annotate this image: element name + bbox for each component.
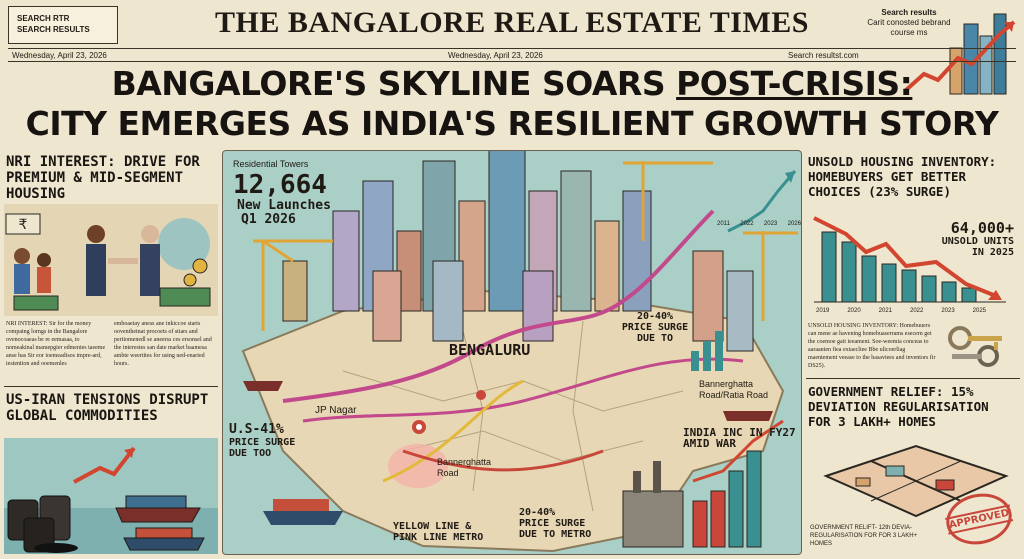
date-left: Wednesday, April 23, 2026 bbox=[12, 51, 107, 60]
year-label: 2011 bbox=[717, 221, 730, 227]
nri-body-2: emboaetay aness ane inkiccoe starts oove… bbox=[114, 321, 212, 367]
unsold-chart-years: 2019 2020 2021 2022 2023 2025 bbox=[816, 308, 986, 314]
year-label: 2025 bbox=[972, 308, 986, 314]
year-label: 2020 bbox=[847, 308, 861, 314]
headline-line2: CITY EMERGES AS INDIA'S RESILIENT GROWTH… bbox=[25, 104, 999, 143]
unsold-body: UNSOLD HOUSING INVENTORY: Homebuuers can… bbox=[808, 323, 936, 369]
divider bbox=[4, 386, 218, 387]
towers-cluster bbox=[282, 151, 754, 352]
bannerghatta-left-2: Road bbox=[437, 468, 459, 478]
headline-line1-a: BANGALORE'S SKYLINE SOARS bbox=[111, 64, 677, 103]
new-launches: New Launches bbox=[237, 198, 331, 213]
metro-1: YELLOW LINE & bbox=[393, 521, 472, 532]
dateline: Wednesday, April 23, 2026 Wednesday, Apr… bbox=[8, 48, 1016, 62]
search-box[interactable]: SEARCH RTR SEARCH RESULTS bbox=[8, 6, 118, 44]
search-box-line1: SEARCH RTR bbox=[17, 14, 70, 23]
year-label: 2023 bbox=[763, 221, 778, 227]
oil-barrels-ships-illustration bbox=[4, 438, 218, 554]
us41-2: PRICE SURGE bbox=[229, 437, 296, 448]
search-results-link[interactable]: Search resultst.com bbox=[788, 51, 859, 60]
city-label: BENGALURU bbox=[449, 341, 531, 359]
year-label: 2022 bbox=[909, 308, 924, 314]
skyline-growth-icon bbox=[904, 13, 1016, 95]
relief-title: GOVERNMENT RELIEF: 15% DEVIATION REGULAR… bbox=[808, 384, 989, 429]
date-center: Wednesday, April 23, 2026 bbox=[448, 51, 543, 60]
left-column: NRI INTEREST: DRIVE FOR PREMIUM & MID-SE… bbox=[4, 150, 218, 555]
stamp-text: APPROVED bbox=[945, 503, 1013, 535]
right-column: UNSOLD HOUSING INVENTORY: HOMEBUYERS GET… bbox=[806, 150, 1020, 555]
jp-nagar-label: JP Nagar bbox=[315, 405, 357, 416]
unsold-stat: 64,000+ UNSOLD UNITS IN 2025 bbox=[914, 220, 1014, 258]
nri-handshake-illustration: ₹ bbox=[4, 204, 218, 316]
relief-caption: GOVERNMENT RELIFT- 12th DEVIA- REGULARIS… bbox=[810, 525, 918, 547]
surge-bottom-1: 20-40% bbox=[519, 507, 556, 518]
surge-bottom-2: PRICE SURGE bbox=[519, 518, 586, 529]
metro-label: YELLOW LINE & PINK LINE METRO bbox=[393, 521, 483, 543]
surge-top-1: 20-40% bbox=[636, 311, 674, 322]
unsold-count: 64,000+ bbox=[950, 219, 1014, 237]
towers-count: 12,664 bbox=[233, 170, 327, 200]
surge-top: 20-40% PRICE SURGE DUE TO bbox=[615, 311, 695, 344]
surge-top-3: DUE TO bbox=[636, 333, 674, 344]
top-right-line2: Carit conosted bebrand bbox=[867, 18, 951, 27]
towers-label: Residential Towers bbox=[233, 159, 309, 169]
surge-bottom: 20-40% PRICE SURGE DUE TO METRO bbox=[519, 507, 591, 540]
bannerghatta-right-2: Road/Ratia Road bbox=[699, 390, 769, 400]
svg-text:₹: ₹ bbox=[19, 217, 28, 233]
year-label: 2019 bbox=[816, 308, 830, 314]
us41-1: U.S-41% bbox=[229, 422, 284, 437]
metro-2: PINK LINE METRO bbox=[393, 532, 484, 543]
us-iran-title: US-IRAN TENSIONS DISRUPT GLOBAL COMMODIT… bbox=[6, 392, 209, 424]
year-label: 2022 bbox=[740, 221, 754, 227]
top-right-note: Search results Carit conosted bebrand co… bbox=[854, 8, 964, 38]
keys-icon bbox=[948, 326, 1002, 367]
unsold-year: IN 2025 bbox=[971, 247, 1014, 258]
us41-3: DUE TOO bbox=[229, 448, 272, 459]
bannerghatta-right: Bannerghatta Road/Ratia Road bbox=[699, 379, 768, 401]
bannerghatta-right-1: Bannerghatta bbox=[699, 379, 754, 389]
unsold-decline-chart bbox=[813, 216, 1006, 303]
top-right-line3: course ms bbox=[890, 28, 928, 37]
bannerghatta-left: Bannerghatta Road bbox=[437, 457, 491, 479]
center-chart-years: 2011 2022 2023 2026 bbox=[717, 221, 801, 227]
headline-line1-b: POST-CRISIS: bbox=[676, 64, 913, 103]
divider bbox=[806, 378, 1020, 379]
top-right-line1: Search results bbox=[881, 8, 937, 17]
surge-bottom-3: DUE TO METRO bbox=[519, 529, 592, 540]
year-label: 2026 bbox=[787, 221, 801, 227]
house-floorplan-illustration bbox=[823, 444, 1009, 518]
bengaluru-map-illustration: Residential Towers 12,664 New Launches Q… bbox=[222, 150, 802, 555]
surge-top-2: PRICE SURGE bbox=[621, 322, 689, 333]
india-inc-2: AMID WAR bbox=[683, 437, 736, 450]
bannerghatta-left-1: Bannerghatta bbox=[437, 457, 492, 467]
year-label: 2023 bbox=[941, 308, 955, 314]
nri-body-1: NRI INTEREST: Sir for the money compaing… bbox=[6, 321, 106, 367]
unsold-title: UNSOLD HOUSING INVENTORY: HOMEBUYERS GET… bbox=[808, 154, 997, 199]
masthead-title: THE BANGALORE REAL ESTATE TIMES bbox=[215, 6, 809, 39]
main-headline: BANGALORE'S SKYLINE SOARS POST-CRISIS: C… bbox=[6, 64, 1018, 144]
year-label: 2021 bbox=[878, 308, 893, 314]
map-artwork bbox=[241, 151, 798, 553]
unsold-units: UNSOLD UNITS bbox=[941, 236, 1014, 247]
quarter: Q1 2026 bbox=[241, 212, 296, 227]
us41-surge: U.S-41% PRICE SURGE DUE TOO bbox=[229, 422, 296, 460]
search-box-line2: SEARCH RESULTS bbox=[17, 25, 90, 34]
india-inc-1: INDIA INC IN FY27 bbox=[683, 426, 796, 439]
india-inc-label: INDIA INC IN FY27 AMID WAR bbox=[683, 427, 796, 449]
nri-title: NRI INTEREST: DRIVE FOR PREMIUM & MID-SE… bbox=[6, 154, 200, 202]
